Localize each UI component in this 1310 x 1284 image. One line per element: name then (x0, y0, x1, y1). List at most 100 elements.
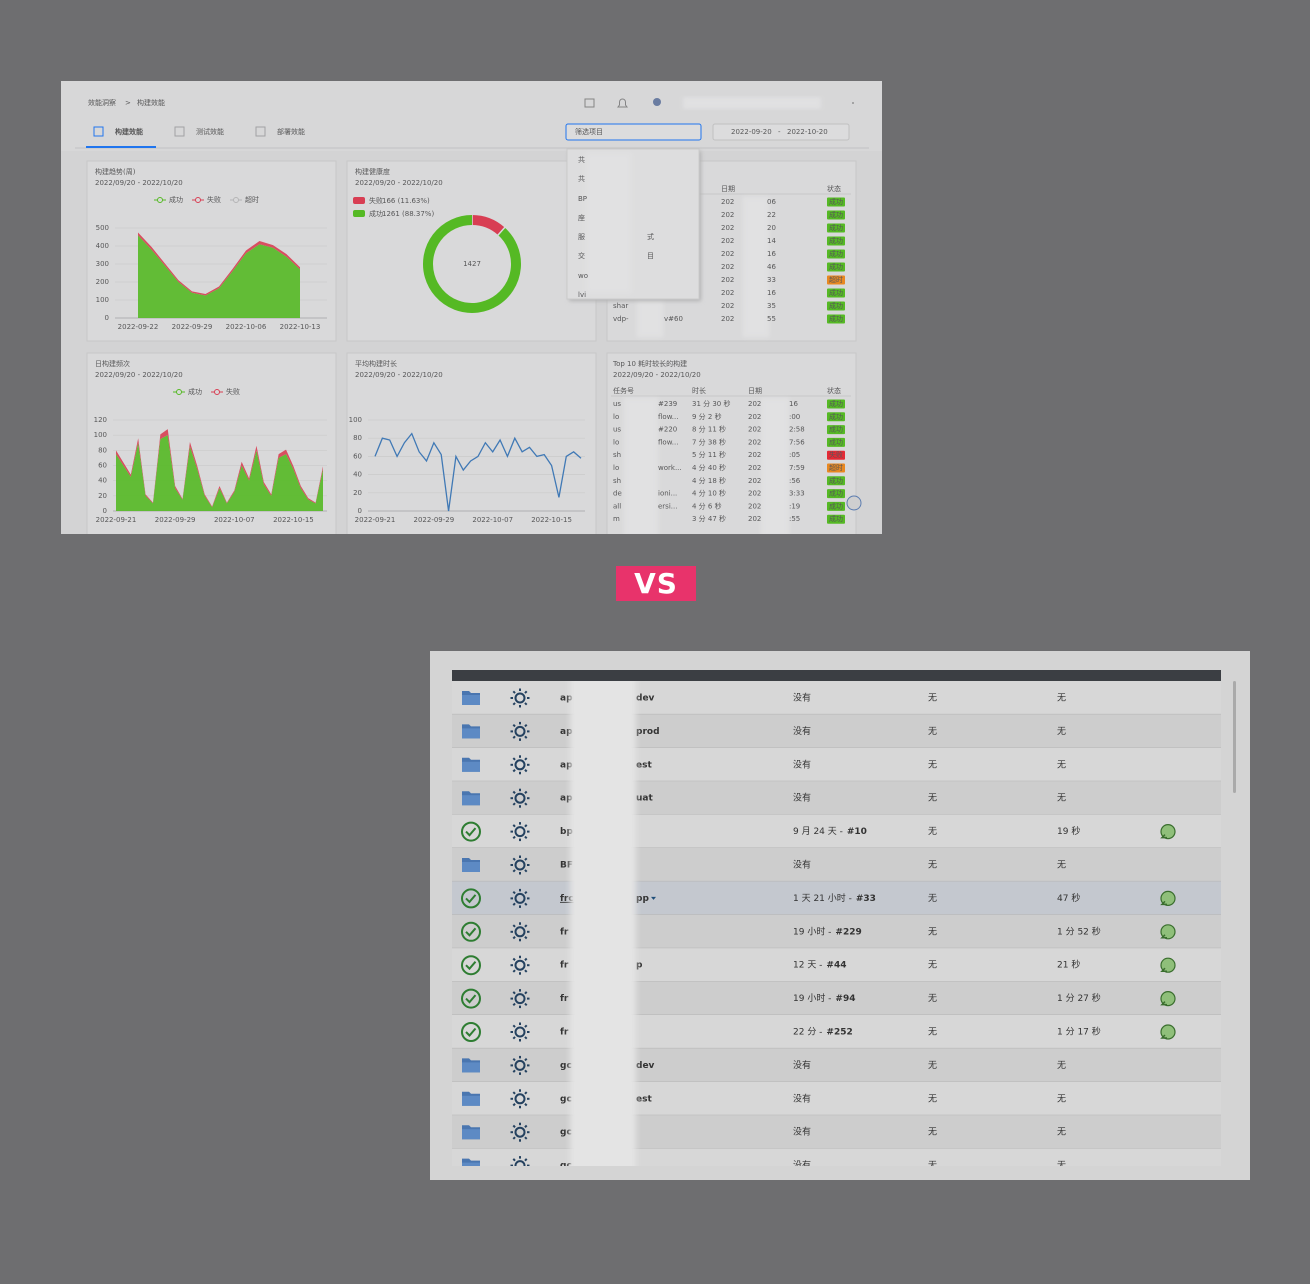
date: 202 (748, 400, 761, 408)
weather-ray (524, 802, 528, 806)
y-tick-label: 120 (94, 416, 107, 424)
weather-ray (512, 890, 516, 895)
table-header (452, 670, 1221, 681)
last-success: 22 分 - (793, 1027, 822, 1038)
date: 202 (721, 263, 734, 271)
last-success: 没有 (793, 758, 811, 770)
job-name: m (613, 515, 620, 523)
filter-placeholder: 筛选项目 (575, 127, 603, 136)
job-name: sh (613, 451, 621, 459)
job-name: us (613, 400, 621, 408)
build-action-arrow (1160, 967, 1167, 972)
y-tick-label: 0 (105, 314, 109, 322)
weather-ray (524, 1103, 528, 1107)
job-name-end: flow... (658, 413, 678, 421)
last-success: 没有 (793, 859, 811, 871)
dropdown-item: 座 (578, 213, 585, 222)
job-rows: ap dev 没有无无ap prod 没有无无ap est 没有无无ap uat 没有无无bp 9… (452, 681, 1221, 1171)
build-link: #10 (847, 827, 867, 837)
icon (852, 102, 854, 104)
y-tick-label: 40 (353, 471, 362, 479)
build-link: #44 (826, 961, 846, 971)
duration: 3 分 47 秒 (692, 514, 726, 523)
y-tick-label: 100 (349, 416, 362, 424)
weather-ray (524, 1036, 528, 1040)
tab-underline (86, 146, 156, 148)
legend-swatch (353, 210, 365, 217)
weather-ray (512, 1124, 516, 1128)
job-name: BF (560, 861, 573, 871)
tab-icon (93, 126, 104, 137)
check (465, 994, 477, 1004)
weather-icon (514, 859, 526, 871)
status-text: 成功 (829, 314, 843, 323)
job-name: vdp- (613, 315, 629, 323)
weather-ray (524, 1158, 528, 1162)
duration: 4 分 6 秒 (692, 501, 722, 510)
last-duration: 无 (1057, 1127, 1066, 1138)
weather-icon (514, 1026, 526, 1038)
job-name: gc (560, 1161, 572, 1171)
y-tick-label: 0 (103, 507, 107, 515)
weather-ray (524, 790, 528, 794)
job-name-end: est (636, 1094, 652, 1104)
weather-ray (524, 1136, 528, 1140)
last-failure: 无 (928, 960, 937, 971)
weather-ray (524, 890, 528, 895)
check (465, 1027, 477, 1037)
col-header: 任务号 (613, 386, 634, 395)
date: 202 (748, 438, 761, 446)
time: 16 (767, 250, 776, 258)
job-name: gc (560, 1094, 572, 1104)
job-name: frc (560, 894, 574, 904)
folder-front (462, 862, 480, 872)
check (465, 927, 477, 937)
legend-marker (195, 197, 201, 203)
chart-title: 构建趋势(周) (95, 167, 136, 176)
date: 202 (721, 289, 734, 297)
status-text: 成功 (829, 301, 843, 310)
legend-label: 失败 (226, 387, 240, 396)
weather-ray (512, 824, 516, 828)
weather-ray (512, 702, 516, 706)
date: 202 (721, 250, 734, 258)
date: 202 (748, 477, 761, 485)
job-name-end: work... (658, 464, 682, 472)
last-duration: 无 (1057, 759, 1066, 770)
x-tick-label: 2022-09-29 (155, 516, 196, 524)
weather-icon (514, 1059, 526, 1071)
date: 202 (721, 276, 734, 284)
status-tag (827, 412, 845, 422)
time: 35 (767, 302, 776, 310)
tab: 部署效能 (277, 127, 305, 136)
date: 202 (721, 302, 734, 310)
x-tick-label: 2022-10-07 (472, 516, 513, 524)
status-text: 成功 (829, 437, 843, 446)
weather-ray (512, 902, 516, 906)
vs-badge: VS (616, 566, 696, 601)
last-duration: 无 (1057, 726, 1066, 737)
time: 3:33 (789, 490, 805, 498)
date: 202 (748, 426, 761, 434)
x-tick-label: 2022-10-15 (273, 516, 314, 524)
last-duration: 无 (1057, 1060, 1066, 1071)
area (138, 235, 300, 318)
weather-icon (514, 993, 526, 1005)
time: 16 (767, 289, 776, 297)
weather-ray (524, 857, 528, 861)
weather-ray (524, 824, 528, 828)
last-failure: 无 (928, 1027, 937, 1038)
y-tick-label: 60 (353, 452, 362, 460)
check (465, 961, 477, 971)
build-action-arrow (1160, 934, 1167, 939)
redacted (743, 197, 769, 337)
legend-swatch (353, 197, 365, 204)
weather-icon (514, 959, 526, 971)
weather-ray (512, 924, 516, 928)
success-icon (461, 955, 481, 976)
job-name-end: p (636, 961, 643, 971)
weather-ray (512, 1036, 516, 1040)
job-name-end: pp (636, 894, 649, 904)
time: 16 (789, 400, 798, 408)
last-duration: 19 秒 (1057, 825, 1080, 837)
